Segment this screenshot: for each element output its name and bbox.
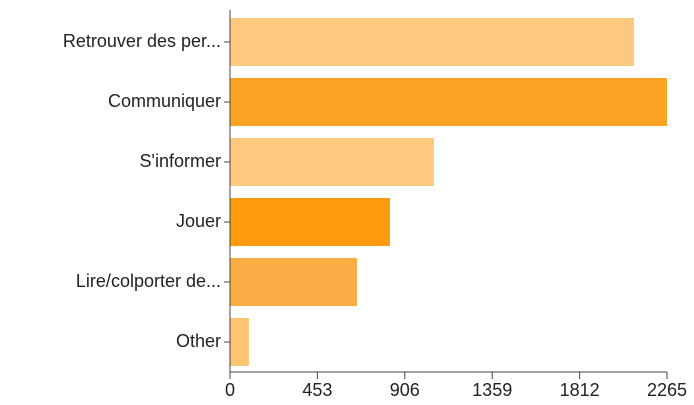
x-tick-label: 906: [390, 380, 420, 400]
y-tick-label: Retrouver des per...: [63, 31, 221, 51]
bar: [230, 78, 667, 126]
bar: [230, 18, 635, 66]
x-tick-label: 0: [225, 380, 235, 400]
x-tick-label: 1359: [472, 380, 512, 400]
x-tick-label: 1812: [560, 380, 600, 400]
bar: [230, 258, 357, 306]
y-tick-label: S'informer: [140, 151, 221, 171]
bar: [230, 198, 390, 246]
y-tick-label: Lire/colporter de...: [76, 271, 221, 291]
bar: [230, 138, 434, 186]
bar: [230, 318, 249, 366]
x-tick-label: 453: [302, 380, 332, 400]
x-tick-label: 2265: [647, 380, 687, 400]
y-tick-label: Jouer: [176, 211, 221, 231]
y-tick-label: Other: [176, 331, 221, 351]
y-tick-label: Communiquer: [108, 91, 221, 111]
